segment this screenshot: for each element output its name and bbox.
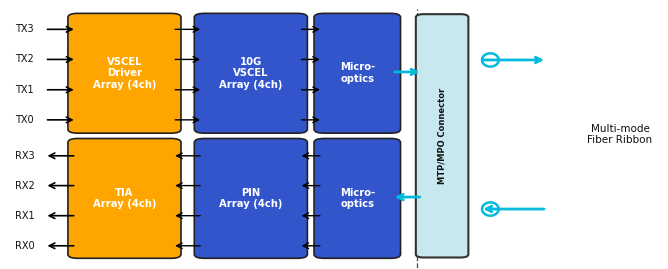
Text: TX1: TX1 [15, 85, 33, 95]
Text: Multi-mode
Fiber Ribbon: Multi-mode Fiber Ribbon [587, 124, 653, 145]
Text: RX1: RX1 [15, 211, 34, 221]
Text: RX3: RX3 [15, 151, 34, 161]
FancyBboxPatch shape [314, 139, 401, 258]
Text: PIN
Array (4ch): PIN Array (4ch) [219, 187, 283, 209]
Text: Micro-
optics: Micro- optics [340, 62, 375, 84]
Text: TIA
Array (4ch): TIA Array (4ch) [93, 187, 156, 209]
Text: TX2: TX2 [15, 54, 33, 64]
Text: VSCEL
Driver
Array (4ch): VSCEL Driver Array (4ch) [93, 57, 156, 90]
Text: TX0: TX0 [15, 115, 33, 125]
FancyBboxPatch shape [314, 13, 401, 133]
FancyBboxPatch shape [68, 139, 181, 258]
Text: Micro-
optics: Micro- optics [340, 187, 375, 209]
Text: MTP/MPO Connector: MTP/MPO Connector [438, 88, 447, 184]
Text: RX0: RX0 [15, 241, 34, 251]
Text: TX3: TX3 [15, 24, 33, 34]
Text: 10G
VSCEL
Array (4ch): 10G VSCEL Array (4ch) [219, 57, 283, 90]
FancyBboxPatch shape [194, 13, 307, 133]
FancyBboxPatch shape [194, 139, 307, 258]
Text: RX2: RX2 [15, 180, 35, 191]
FancyBboxPatch shape [68, 13, 181, 133]
FancyBboxPatch shape [415, 14, 468, 257]
